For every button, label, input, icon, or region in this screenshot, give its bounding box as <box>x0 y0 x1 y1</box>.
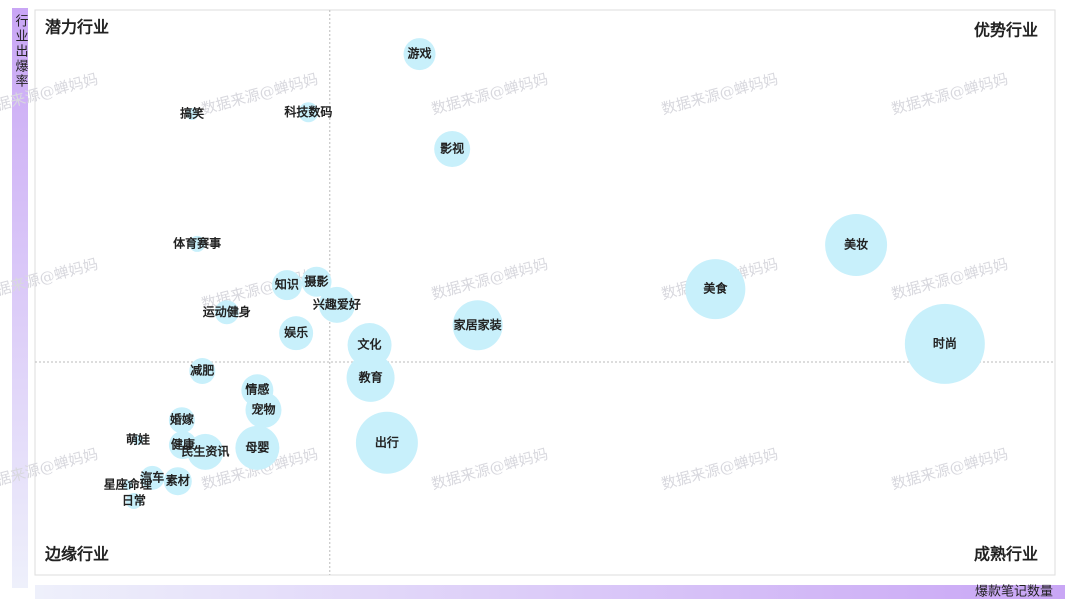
x-axis-label: 爆款笔记数量 <box>975 584 1053 600</box>
bubble-label: 民生资讯 <box>181 443 229 458</box>
bubble-label: 知识 <box>274 277 299 292</box>
bubble-label: 婚嫁 <box>170 412 194 427</box>
quadrant-label: 优势行业 <box>974 21 1038 40</box>
bubble <box>685 259 746 320</box>
bubble <box>163 467 192 496</box>
bubble-label: 教育 <box>358 369 383 384</box>
bubble-label: 兴趣爱好 <box>313 296 361 311</box>
bubble-label: 汽车 <box>140 469 164 484</box>
bubble-label: 减肥 <box>190 363 214 378</box>
bubble <box>271 270 302 301</box>
bubble <box>279 316 314 351</box>
bubble <box>125 492 142 509</box>
watermark: 数据来源@蝉妈妈 <box>659 445 780 493</box>
bubble <box>403 38 436 71</box>
quadrant-label: 边缘行业 <box>44 545 109 564</box>
watermark: 数据来源@蝉妈妈 <box>889 445 1010 493</box>
bubble <box>825 214 888 277</box>
bubble <box>355 411 418 474</box>
bubble-label: 科技数码 <box>284 104 332 119</box>
watermark: 数据来源@蝉妈妈 <box>429 445 550 493</box>
bubble-label: 萌娃 <box>126 431 150 446</box>
bubble-label: 体育赛事 <box>173 235 221 250</box>
bubble <box>452 300 503 351</box>
bubble <box>318 286 355 323</box>
quadrant-label: 潜力行业 <box>45 18 109 37</box>
bubble-label: 娱乐 <box>284 325 308 340</box>
bubble-label: 游戏 <box>408 46 432 61</box>
bubble-label: 母婴 <box>245 440 269 454</box>
bubble-label: 美食 <box>703 281 728 296</box>
bubble <box>186 107 199 120</box>
bubble-label: 宠物 <box>251 402 275 417</box>
bubble <box>168 407 195 434</box>
bubble <box>133 434 144 445</box>
bubble <box>140 465 165 490</box>
watermark: 数据来源@蝉妈妈 <box>659 70 780 118</box>
bubble <box>187 433 224 470</box>
bubble <box>298 102 319 123</box>
bubble-label: 出行 <box>375 434 399 449</box>
bubble <box>122 480 133 491</box>
bubble-label: 影视 <box>440 140 464 155</box>
bubble-label: 摄影 <box>305 273 329 288</box>
bubble <box>189 235 206 252</box>
bubble <box>245 392 282 429</box>
quadrant-label: 成熟行业 <box>974 545 1038 564</box>
bubble-label: 搞笑 <box>180 105 204 120</box>
bubble-label: 日常 <box>122 492 146 507</box>
plot-frame <box>34 9 1056 576</box>
bubble-label: 情感 <box>245 382 269 397</box>
bubble <box>214 300 239 325</box>
x-axis-bar <box>35 585 1065 599</box>
bubble-label: 星座命理 <box>104 477 152 492</box>
bubble <box>904 303 985 384</box>
bubble <box>301 266 332 297</box>
y-axis-label: 行业出爆率 <box>13 14 29 89</box>
bubble <box>434 130 471 167</box>
bubble <box>189 358 216 385</box>
watermark: 数据来源@蝉妈妈 <box>429 70 550 118</box>
bubble-label: 美妆 <box>844 237 868 252</box>
bubble-label: 时尚 <box>933 335 957 350</box>
y-axis-bar <box>12 8 28 588</box>
watermark: 数据来源@蝉妈妈 <box>889 70 1010 118</box>
bubble-label: 文化 <box>358 337 382 352</box>
watermark: 数据来源@蝉妈妈 <box>889 255 1010 303</box>
bubble <box>346 353 395 402</box>
bubble-label: 素材 <box>166 473 190 488</box>
bubble-label: 运动健身 <box>203 304 251 319</box>
bubble-label: 健康 <box>171 437 196 452</box>
bubble-label: 家居家装 <box>454 317 502 332</box>
watermark: 数据来源@蝉妈妈 <box>429 255 550 303</box>
bubble <box>235 425 280 470</box>
